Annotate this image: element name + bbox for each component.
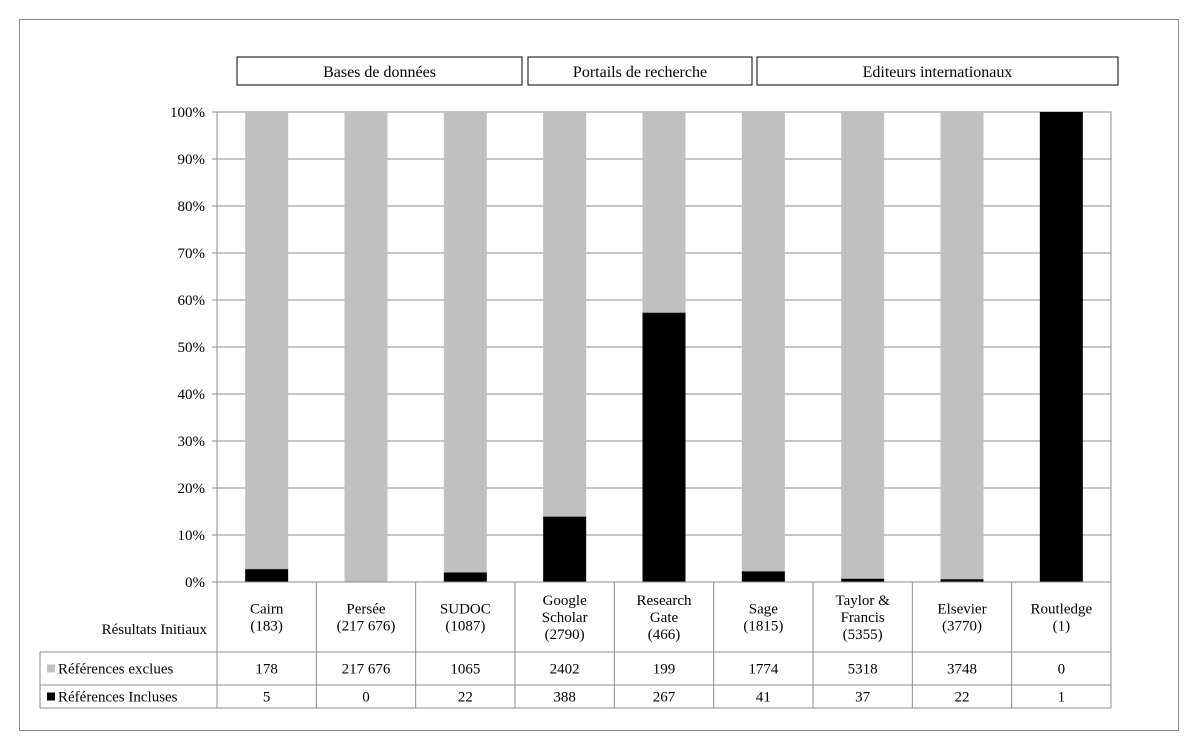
category-label: Francis — [841, 610, 885, 626]
y-tick-label: 10% — [178, 528, 206, 544]
category-label: (183) — [250, 619, 283, 635]
legend-label: Références Incluses — [58, 690, 178, 706]
table-value: 37 — [855, 690, 871, 706]
bar-excluded — [642, 112, 686, 313]
bar-included — [443, 572, 487, 582]
bar-excluded — [741, 112, 785, 572]
y-tick-label: 30% — [178, 434, 206, 450]
category-label: (1815) — [743, 619, 783, 635]
category-label: (1) — [1053, 619, 1071, 635]
category-label: (217 676) — [337, 619, 396, 635]
y-tick-label: 80% — [178, 199, 206, 215]
category-label: Routledge — [1031, 602, 1093, 618]
bar-excluded — [245, 112, 289, 570]
y-tick-label: 90% — [178, 152, 206, 168]
bar-included — [1039, 112, 1083, 582]
table-value: 388 — [553, 690, 576, 706]
category-label: Persée — [346, 602, 385, 618]
table-value: 41 — [756, 690, 771, 706]
table-value: 22 — [458, 690, 473, 706]
bar-included — [245, 569, 289, 582]
category-label: Sage — [749, 602, 779, 618]
table-value: 5 — [263, 690, 271, 706]
legend-label: Références exclues — [58, 662, 174, 678]
table-value: 22 — [955, 690, 970, 706]
category-label: Gate — [650, 610, 679, 626]
bar-included — [940, 579, 984, 582]
table-value: 1065 — [450, 662, 480, 678]
table-value: 2402 — [550, 662, 580, 678]
category-label: (466) — [648, 627, 681, 643]
category-label: Elsevier — [937, 602, 986, 618]
group-header-label: Editeurs internationaux — [863, 64, 1013, 81]
category-label: Taylor & — [835, 593, 890, 609]
category-label: (1087) — [445, 619, 485, 635]
bar-included — [841, 578, 885, 582]
category-label: Google — [543, 593, 588, 609]
y-tick-label: 50% — [178, 340, 206, 356]
table-value: 1 — [1058, 690, 1066, 706]
y-tick-label: 70% — [178, 246, 206, 262]
bar-excluded — [543, 112, 587, 517]
group-header-box — [236, 56, 523, 86]
bar-excluded — [940, 112, 984, 580]
category-label: SUDOC — [440, 602, 491, 618]
y-tick-label: 60% — [178, 293, 206, 309]
table-value: 267 — [653, 690, 676, 706]
group-header-label: Portails de recherche — [573, 64, 707, 81]
category-label: (5355) — [843, 627, 883, 643]
category-label: Research — [637, 593, 692, 609]
row-label-initial-results: Résultats Initiaux — [102, 622, 208, 638]
bar-included — [642, 312, 686, 582]
group-header-label: Bases de données — [323, 64, 436, 81]
group-header-box — [527, 56, 753, 86]
table-value: 5318 — [848, 662, 878, 678]
table-value: 0 — [1058, 662, 1066, 678]
table-value: 199 — [653, 662, 676, 678]
group-header-box — [756, 56, 1119, 86]
table-value: 1774 — [748, 662, 779, 678]
y-tick-label: 20% — [178, 481, 206, 497]
table-value: 0 — [362, 690, 370, 706]
legend-key — [47, 692, 55, 701]
legend-key — [47, 664, 55, 673]
y-tick-label: 0% — [185, 575, 205, 591]
bar-excluded — [841, 112, 885, 579]
category-label: (2790) — [545, 627, 585, 643]
bar-excluded — [344, 112, 388, 582]
bar-included — [741, 571, 785, 582]
table-value: 217 676 — [342, 662, 391, 678]
y-tick-label: 100% — [170, 105, 205, 121]
bar-excluded — [443, 112, 487, 573]
category-label: Cairn — [250, 602, 284, 618]
y-tick-label: 40% — [178, 387, 206, 403]
table-value: 178 — [255, 662, 278, 678]
bar-included — [543, 516, 587, 582]
category-label: (3770) — [942, 619, 982, 635]
table-value: 3748 — [947, 662, 977, 678]
category-label: Scholar — [542, 610, 588, 626]
